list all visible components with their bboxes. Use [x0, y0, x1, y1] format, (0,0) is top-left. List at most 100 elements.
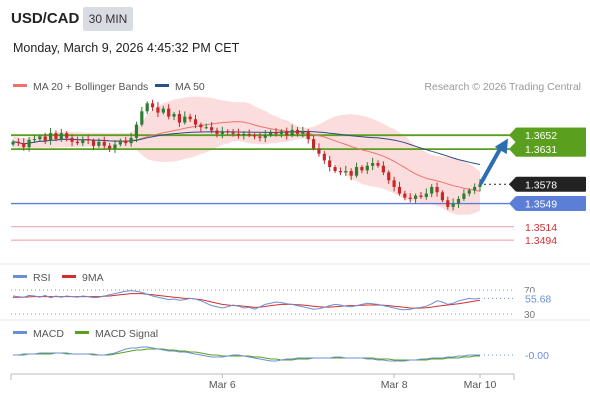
candle-body — [397, 186, 402, 194]
candle-body — [274, 132, 278, 134]
candle-body — [48, 133, 53, 141]
candle-body — [167, 108, 171, 117]
macd-value-label: -0.00 — [525, 350, 549, 362]
candle-body — [446, 200, 450, 207]
bollinger-band-layer — [13, 96, 480, 215]
candle-body — [16, 141, 20, 144]
x-axis-ticks: Mar 6 Mar 8 Mar 10 — [209, 374, 497, 391]
x-axis-tick-label: Mar 10 — [464, 379, 497, 391]
candle-body — [54, 133, 58, 140]
candle-body — [150, 103, 155, 108]
macd-signal-legend-label: MACD Signal — [95, 328, 158, 340]
candle-body — [113, 144, 117, 149]
candle-body — [413, 195, 418, 199]
moving-average-layer — [12, 121, 481, 192]
candle-body — [210, 127, 214, 131]
candle-body — [70, 137, 74, 142]
candle-body — [306, 131, 310, 140]
candle-body — [145, 103, 149, 112]
macd-signal-legend-swatch — [75, 331, 89, 334]
ma20-legend-label: MA 20 + Bollinger Bands — [33, 81, 148, 93]
candle-body — [424, 193, 428, 197]
ma20-legend-swatch — [13, 84, 27, 87]
candle-body — [32, 139, 37, 141]
rsi-value-label: 55.68 — [525, 293, 551, 305]
last-level-label-box-2 — [516, 176, 586, 192]
target-level-label-5: 1.3494 — [525, 235, 557, 247]
candle-body — [285, 131, 289, 136]
x-axis-tick-label: Mar 6 — [209, 379, 236, 391]
candle-body — [328, 160, 332, 168]
candle-body — [252, 135, 257, 137]
rsi-value-label-bg — [518, 292, 558, 305]
candle-body — [199, 124, 203, 128]
candle-body — [462, 193, 466, 199]
candle-body — [156, 107, 160, 113]
candle-body — [451, 203, 455, 207]
credit-text: Research © 2026 Trading Central — [424, 81, 581, 93]
candle-body — [38, 136, 42, 140]
candle-body — [188, 116, 192, 120]
candle-body — [65, 133, 69, 138]
candle-body — [11, 141, 15, 145]
macd-plot-layer: -0.00 — [13, 346, 549, 362]
candle-body — [263, 135, 267, 138]
timeframe-button[interactable]: 30 MIN — [83, 7, 133, 31]
candle-body — [301, 131, 305, 134]
candle-body — [220, 131, 224, 134]
candle-body — [161, 108, 165, 113]
candle-body — [75, 141, 80, 144]
candle-body — [473, 186, 477, 191]
candle-body — [365, 165, 369, 171]
candle-body — [43, 136, 47, 141]
ma50-line — [12, 130, 481, 165]
candle-body — [183, 116, 187, 123]
candle-body — [381, 165, 385, 173]
candle-body — [102, 141, 106, 146]
rsi-legend-swatch — [13, 275, 27, 278]
resistance-label-group-box — [516, 127, 586, 157]
candle-body — [91, 140, 96, 146]
candle-body — [408, 197, 412, 199]
support-level-label-3: 1.3549 — [525, 199, 557, 211]
symbol-title: USD/CAD — [11, 10, 80, 27]
rsi-line — [12, 290, 481, 311]
candle-body — [322, 153, 326, 161]
candle-body — [349, 171, 353, 176]
rsi-legend: RSI 9MA — [13, 272, 104, 284]
candle-body — [279, 131, 283, 134]
resistance-label-text-1: 1.3631 — [525, 144, 557, 156]
macd-legend-label: MACD — [33, 328, 64, 340]
candle-body — [419, 195, 423, 197]
candle-body — [97, 141, 101, 146]
resistance-level-label-pointer-1 — [509, 141, 516, 157]
candle-body — [440, 192, 445, 201]
candle-body — [403, 193, 407, 198]
ma50-legend-swatch — [155, 84, 169, 87]
candle-body — [290, 129, 294, 136]
candle-body — [247, 133, 251, 136]
candle-body — [124, 140, 128, 144]
forecast-arrow-layer — [479, 138, 508, 185]
candle-body — [269, 132, 273, 136]
rsi-level-label-1: 30 — [524, 310, 536, 321]
candle-body — [311, 139, 316, 149]
rsi-ma-legend-label: 9MA — [82, 272, 104, 284]
candle-body — [387, 172, 391, 181]
resistance-label-text-0: 1.3652 — [525, 130, 557, 142]
candle-body — [118, 140, 122, 145]
macd-legend-swatch — [13, 331, 27, 334]
candle-body — [134, 124, 139, 138]
x-axis-tick-label: Mar 8 — [381, 379, 408, 391]
candle-body — [354, 167, 359, 176]
candle-body — [456, 198, 461, 204]
candle-body — [338, 171, 343, 173]
candle-body — [193, 119, 198, 125]
candle-body — [376, 163, 380, 166]
resistance-level-label-pointer-0 — [509, 127, 516, 143]
rsi-ma-legend-swatch — [62, 275, 76, 278]
last-level-label-pointer-2 — [509, 176, 516, 192]
price-label-layer: 1.36521.36311.35781.35491.35141.34941.36… — [509, 127, 586, 247]
